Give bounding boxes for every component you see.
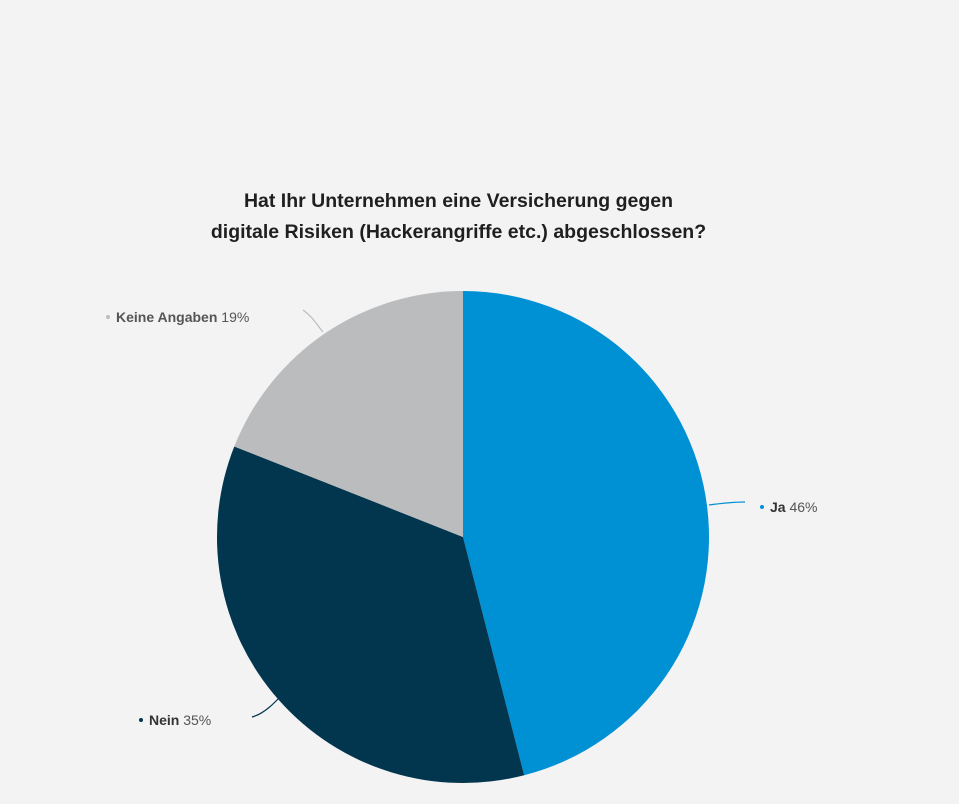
chart-title-line-2: digitale Risiken (Hackerangriffe etc.) a… (210, 221, 707, 243)
slice-label-keine-angaben: Keine Angaben 19% (116, 309, 249, 325)
slice-label-value: 46% (786, 499, 818, 515)
chart-title-line-1: Hat Ihr Unternehmen eine Versicherung ge… (243, 190, 674, 212)
chart-title: Hat Ihr Unternehmen eine Versicherung ge… (0, 186, 917, 248)
pie-slices (216, 291, 710, 784)
label-bullet-icon (760, 505, 764, 509)
slice-label-name: Nein (149, 712, 179, 728)
slice-label-value: 35% (179, 712, 211, 728)
pie-slice-ja[interactable] (463, 291, 710, 776)
pie-slice-nein[interactable] (216, 446, 525, 784)
pie-slice-keine-angaben[interactable] (234, 291, 463, 537)
label-bullet-icon (106, 315, 110, 319)
leader-lines (251, 309, 746, 718)
label-bullet-icon (139, 718, 143, 722)
leader-line-ja (708, 501, 746, 506)
slice-label-nein: Nein 35% (149, 712, 211, 728)
slice-labels: Ja 46% Nein 35% Keine Angaben 19% (106, 309, 818, 728)
slice-label-ja: Ja 46% (770, 499, 818, 515)
slice-label-name: Keine Angaben (116, 309, 217, 325)
leader-line-nein (251, 686, 290, 718)
slice-label-name: Ja (770, 499, 786, 515)
slice-label-value: 19% (217, 309, 249, 325)
leader-line-keine-angaben (302, 309, 324, 333)
